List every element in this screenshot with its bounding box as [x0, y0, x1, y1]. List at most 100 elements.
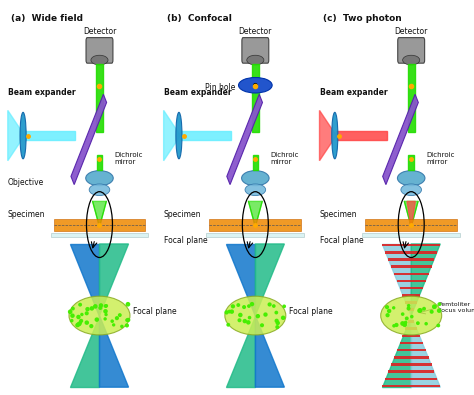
Point	[273, 324, 281, 330]
Polygon shape	[100, 244, 128, 316]
Point	[262, 311, 269, 318]
Point	[399, 320, 406, 327]
Text: (b)  Confocal: (b) Confocal	[167, 13, 232, 23]
Point	[69, 312, 76, 319]
Bar	[51, 233, 148, 237]
Text: (a)  Wide field: (a) Wide field	[11, 13, 83, 23]
Polygon shape	[92, 201, 106, 225]
Point	[385, 308, 393, 314]
Point	[405, 305, 412, 312]
FancyBboxPatch shape	[86, 38, 113, 63]
Bar	[388, 258, 434, 261]
Point	[240, 304, 248, 310]
Point	[229, 303, 237, 310]
Point	[420, 306, 428, 312]
Ellipse shape	[238, 77, 272, 93]
Point	[405, 303, 412, 309]
Ellipse shape	[247, 55, 264, 65]
Point	[78, 311, 86, 318]
Point	[102, 303, 110, 309]
Bar	[207, 233, 304, 237]
Point	[97, 305, 104, 311]
Point	[226, 308, 233, 315]
Point	[84, 306, 91, 312]
Point	[241, 318, 248, 324]
Polygon shape	[25, 131, 75, 140]
Point	[75, 321, 83, 327]
Polygon shape	[408, 64, 415, 132]
Ellipse shape	[381, 296, 442, 335]
Bar	[391, 363, 431, 366]
Polygon shape	[71, 94, 107, 184]
Polygon shape	[71, 316, 100, 387]
Point	[75, 314, 82, 320]
Polygon shape	[404, 201, 418, 225]
Polygon shape	[96, 64, 103, 132]
Bar	[385, 378, 438, 380]
Point	[124, 301, 132, 307]
Text: Focal plane: Focal plane	[164, 235, 207, 245]
Point	[416, 307, 424, 314]
Polygon shape	[255, 316, 284, 387]
Point	[228, 308, 236, 315]
Point	[75, 321, 82, 327]
Point	[109, 318, 116, 324]
Polygon shape	[226, 316, 255, 387]
Point	[245, 319, 252, 325]
Point	[113, 315, 121, 321]
Bar	[405, 301, 417, 304]
Bar	[388, 371, 434, 373]
Text: Dichroic
mirror: Dichroic mirror	[427, 152, 455, 165]
Text: Beam expander: Beam expander	[164, 88, 231, 97]
Ellipse shape	[69, 296, 130, 335]
Point	[390, 323, 398, 329]
Bar	[402, 294, 420, 297]
Point	[435, 322, 442, 329]
Point	[77, 318, 85, 324]
Point	[123, 322, 131, 329]
Point	[93, 316, 100, 323]
Point	[88, 323, 95, 329]
Point	[235, 302, 242, 308]
Point	[223, 309, 230, 316]
Point	[237, 312, 244, 318]
Text: Detector: Detector	[394, 27, 428, 36]
Point	[116, 312, 124, 318]
Polygon shape	[164, 110, 181, 161]
Point	[254, 313, 262, 319]
Bar	[362, 233, 460, 237]
Point	[408, 314, 416, 320]
Point	[274, 320, 282, 326]
Bar	[400, 287, 423, 290]
Polygon shape	[411, 244, 440, 316]
Polygon shape	[337, 131, 387, 140]
Ellipse shape	[397, 171, 425, 186]
Point	[270, 303, 278, 309]
Bar	[402, 335, 420, 337]
Point	[73, 322, 81, 328]
Point	[279, 315, 287, 321]
Point	[101, 316, 109, 322]
Bar	[365, 219, 457, 231]
Ellipse shape	[89, 184, 110, 196]
Point	[431, 303, 438, 310]
Point	[435, 307, 443, 314]
Point	[68, 318, 75, 324]
Ellipse shape	[253, 83, 258, 88]
Ellipse shape	[402, 55, 420, 65]
Polygon shape	[226, 244, 255, 316]
Polygon shape	[383, 94, 419, 184]
Text: Beam expander: Beam expander	[8, 88, 75, 97]
Point	[273, 309, 280, 316]
Polygon shape	[97, 155, 102, 170]
Bar	[405, 327, 417, 330]
Text: Detector: Detector	[83, 27, 116, 36]
Bar	[408, 320, 414, 323]
Text: Detector: Detector	[238, 27, 272, 36]
Point	[401, 322, 409, 328]
Point	[280, 303, 288, 310]
Bar	[397, 280, 426, 282]
Text: Focal plane: Focal plane	[289, 307, 333, 316]
Point	[245, 303, 253, 309]
Bar	[391, 265, 431, 268]
